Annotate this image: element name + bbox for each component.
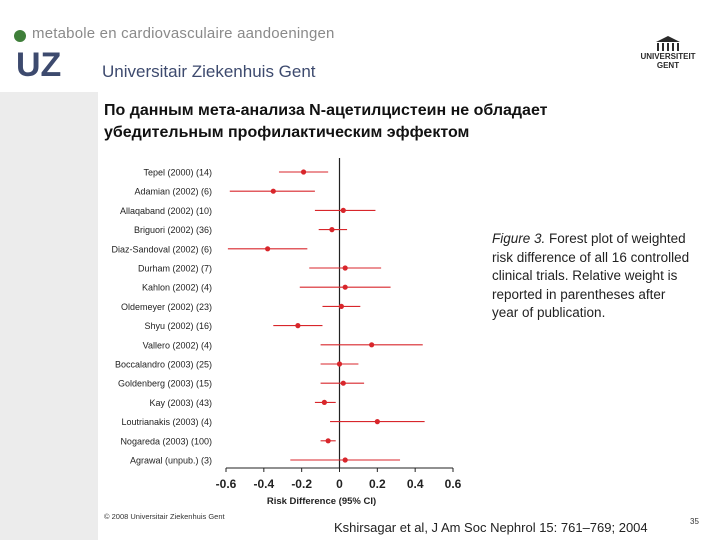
study-label: Loutrianakis (2003) (4) [121, 417, 212, 427]
university-logo-line2: GENT [656, 61, 680, 70]
study-label: Shyu (2002) (16) [144, 321, 212, 331]
uz-logo-text: UZ [16, 48, 61, 82]
point-estimate [340, 380, 346, 386]
university-building-icon [656, 36, 680, 51]
slide-title: По данным мета-анализа N-ацетилцистеин н… [104, 100, 704, 144]
study-label: Briguori (2002) (36) [134, 225, 212, 235]
page-number: 35 [690, 517, 699, 526]
point-estimate [340, 207, 346, 213]
copyright-notice: © 2008 Universitair Ziekenhuis Gent [104, 512, 225, 521]
study-label: Tepel (2000) (14) [143, 168, 212, 178]
point-estimate [300, 169, 307, 175]
study-label: Goldenberg (2003) (15) [118, 379, 212, 389]
point-estimate [329, 227, 335, 233]
point-estimate [295, 323, 301, 329]
x-tick-label: 0.6 [445, 477, 462, 491]
study-label: Boccalandro (2003) (25) [115, 360, 212, 370]
department-name: metabole en cardiovasculaire aandoeninge… [32, 25, 335, 42]
figure-caption: Figure 3. Forest plot of weighted risk d… [492, 230, 692, 323]
point-estimate [342, 265, 348, 271]
figure-label: Figure 3. [492, 231, 546, 246]
forest-plot: -0.6 -0.4 -0.2 0 0.2 0.4 0.6 Risk Difference (9… [111, 158, 462, 507]
x-tick-label: 0 [336, 477, 343, 491]
study-label: Oldemeyer (2002) (23) [121, 302, 212, 312]
study-label: Kay (2003) (43) [149, 398, 212, 408]
uz-logo: UZ [16, 48, 61, 82]
x-tick-label: -0.4 [253, 477, 274, 491]
point-estimate [336, 361, 343, 367]
slide-title-line1: По данным мета-анализа N-ацетилцистеин н… [104, 102, 548, 119]
study-label: Durham (2002) (7) [138, 264, 212, 274]
point-estimate [270, 188, 276, 194]
point-estimate [325, 438, 331, 444]
point-estimate [374, 419, 380, 425]
citation: Kshirsagar et al, J Am Soc Nephrol 15: 7… [334, 520, 648, 535]
slide-title-line2: убедительным профилактическим эффектом [104, 124, 470, 141]
figure-caption-text: Forest plot of weighted risk difference … [492, 231, 690, 320]
point-estimate [338, 303, 344, 309]
point-estimate [342, 284, 348, 290]
university-logo-line1: UNIVERSITEIT [640, 52, 696, 61]
x-tick-label: -0.6 [216, 477, 237, 491]
point-estimate [265, 246, 271, 252]
study-label: Kahlon (2002) (4) [142, 283, 212, 293]
point-estimate [321, 399, 327, 405]
department-dot-icon [14, 30, 26, 42]
study-label: Vallero (2002) (4) [143, 340, 212, 350]
x-tick-label: 0.4 [407, 477, 424, 491]
left-gray-band [0, 92, 98, 540]
study-label: Agrawal (unpub.) (3) [130, 456, 212, 466]
x-tick-label: -0.2 [291, 477, 312, 491]
study-label: Nogareda (2003) (100) [120, 436, 212, 446]
university-logo: UNIVERSITEIT GENT [628, 34, 708, 82]
point-estimate [342, 457, 348, 463]
study-label: Adamian (2002) (6) [134, 187, 212, 197]
study-label: Allaqaband (2002) (10) [120, 206, 212, 216]
x-tick-label: 0.2 [369, 477, 386, 491]
x-axis-label: Risk Difference (95% CI) [267, 496, 376, 507]
study-label: Diaz-Sandoval (2002) (6) [111, 244, 212, 254]
hospital-name: Universitair Ziekenhuis Gent [102, 62, 316, 81]
point-estimate [369, 342, 375, 348]
slide-header: metabole en cardiovasculaire aandoeninge… [0, 0, 720, 92]
